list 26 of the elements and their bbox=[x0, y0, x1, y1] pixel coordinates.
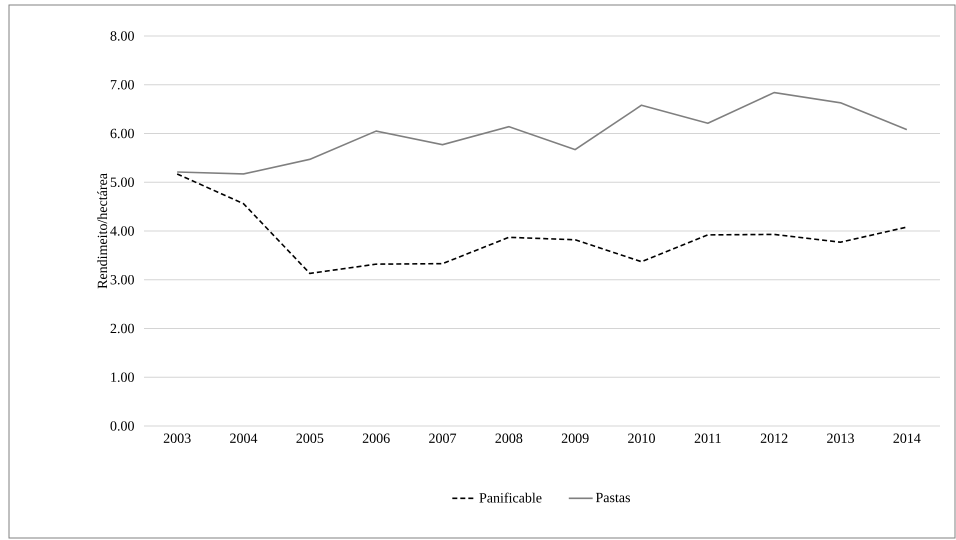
y-tick-label: 2.00 bbox=[110, 324, 134, 334]
x-tick-label: 2012 bbox=[760, 434, 788, 443]
x-tick-label: 2011 bbox=[694, 434, 721, 443]
x-tick-label: 2004 bbox=[230, 434, 258, 443]
x-tick-label: 2013 bbox=[827, 434, 854, 443]
x-tick-label: 2005 bbox=[296, 434, 324, 443]
legend-label: Panificable bbox=[479, 492, 542, 503]
y-tick-label: 3.00 bbox=[110, 274, 134, 284]
y-tick-label: 1.00 bbox=[111, 372, 134, 382]
y-axis-title: Rendimeito/hectárea bbox=[97, 173, 108, 289]
y-tick-label: 6.00 bbox=[110, 128, 134, 138]
y-tick-label: 5.00 bbox=[110, 177, 134, 188]
x-tick-label: 2010 bbox=[628, 434, 655, 443]
y-tick-label: 8.00 bbox=[110, 31, 134, 41]
x-tick-label: 2014 bbox=[893, 434, 921, 443]
line-series bbox=[176, 173, 908, 274]
line-series bbox=[176, 92, 908, 175]
x-tick-label: 2008 bbox=[495, 434, 522, 443]
y-tick-label: 4.00 bbox=[110, 226, 134, 236]
x-tick-label: 2003 bbox=[164, 434, 191, 443]
legend-label: Pastas bbox=[596, 492, 630, 502]
y-tick-label: 7.00 bbox=[110, 80, 134, 90]
x-tick-label: 2009 bbox=[562, 434, 589, 443]
x-tick-label: 2007 bbox=[429, 434, 456, 443]
x-tick-label: 2006 bbox=[362, 434, 390, 443]
y-tick-label: 0.00 bbox=[110, 421, 134, 431]
